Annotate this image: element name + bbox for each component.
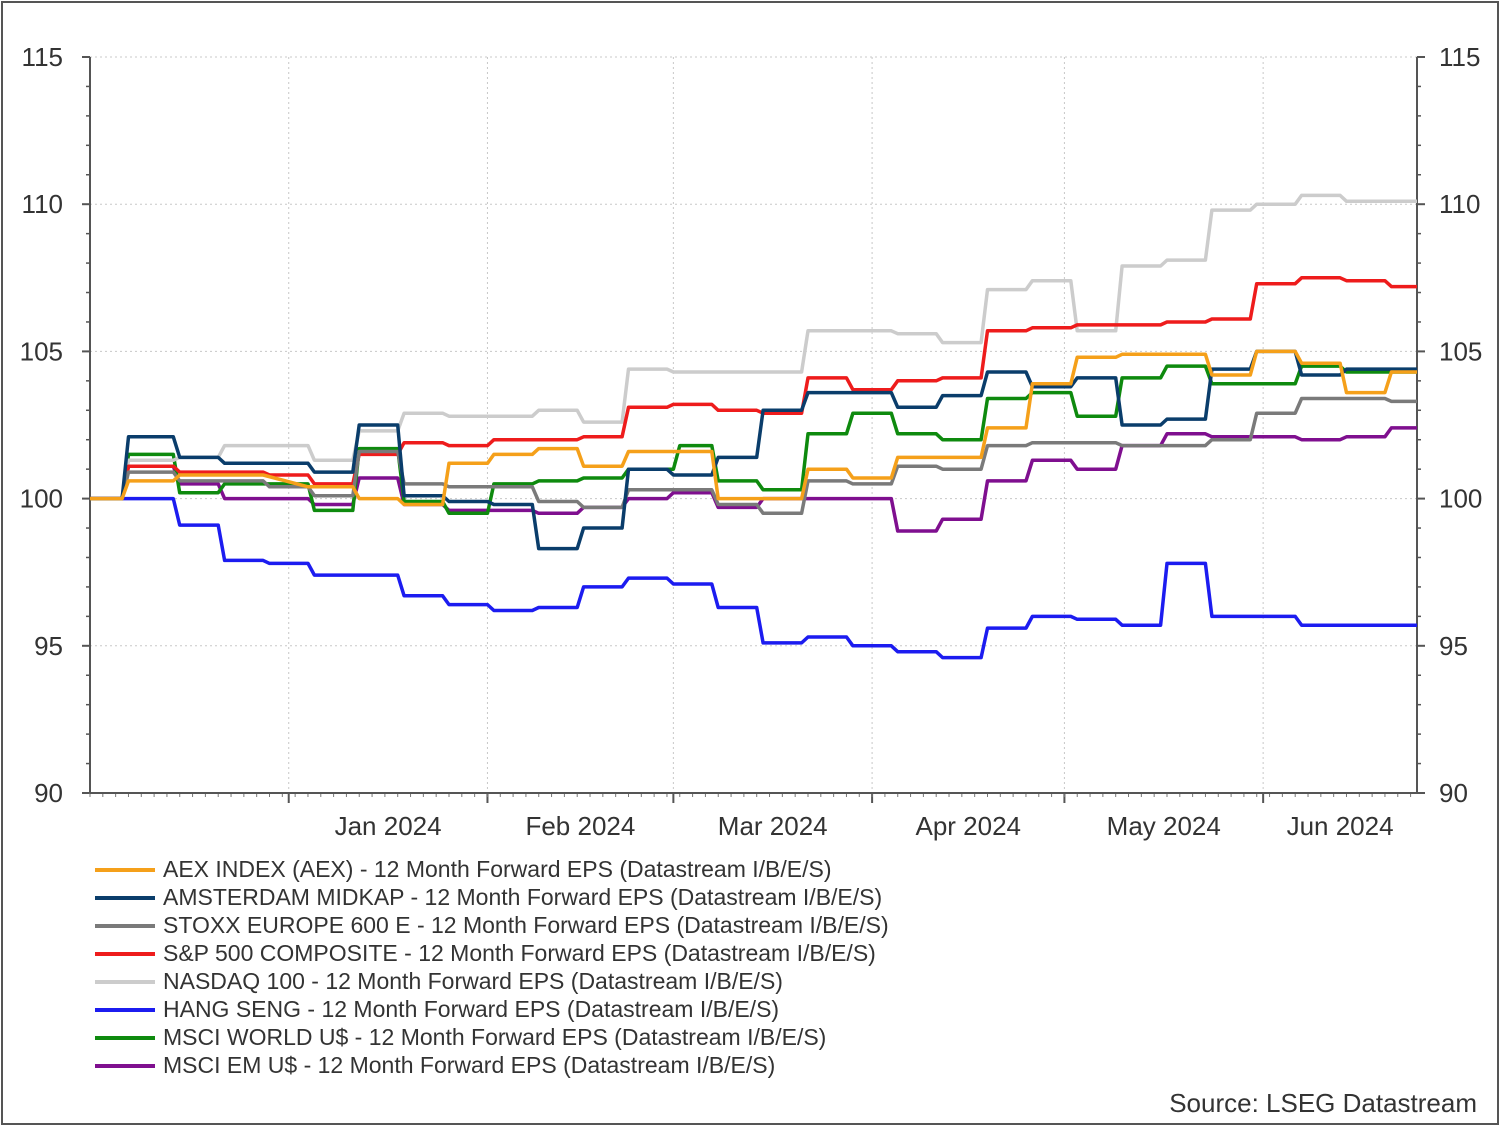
- x-tick-label: Apr 2024: [915, 811, 1021, 841]
- legend-swatch: [95, 924, 155, 928]
- series-line-3: [90, 396, 1417, 516]
- y-tick-label-left: 95: [34, 631, 63, 661]
- y-tick-label-right: 100: [1439, 484, 1482, 514]
- y-tick-label-right: 115: [1439, 42, 1480, 72]
- x-tick-label: May 2024: [1107, 811, 1221, 841]
- y-tick-label-left: 115: [22, 42, 63, 72]
- legend-label: MSCI WORLD U$ - 12 Month Forward EPS (Da…: [163, 1024, 827, 1050]
- x-tick-label: Feb 2024: [525, 811, 635, 841]
- y-tick-label-left: 90: [34, 778, 63, 808]
- y-tick-label-right: 95: [1439, 631, 1468, 661]
- y-tick-label-left: 100: [20, 484, 63, 514]
- y-tick-label-right: 105: [1439, 336, 1482, 366]
- series-line-7: [90, 364, 1417, 516]
- x-tick-label: Jan 2024: [335, 811, 442, 841]
- legend-swatch: [95, 952, 155, 956]
- y-tick-label-left: 105: [20, 336, 63, 366]
- series-line-1: [90, 349, 1417, 507]
- legend-swatch: [95, 1008, 155, 1012]
- series-line-6: [90, 496, 1417, 660]
- legend-label: AEX INDEX (AEX) - 12 Month Forward EPS (…: [163, 856, 832, 882]
- y-tick-label-right: 110: [1439, 189, 1480, 219]
- x-tick-label: Jun 2024: [1287, 811, 1394, 841]
- series-line-2: [90, 349, 1417, 551]
- legend-label: STOXX EUROPE 600 E - 12 Month Forward EP…: [163, 912, 889, 938]
- legend-swatch: [95, 980, 155, 984]
- y-tick-label-left: 110: [22, 189, 63, 219]
- legend-swatch: [95, 868, 155, 872]
- legend-swatch: [95, 896, 155, 900]
- legend-label: S&P 500 COMPOSITE - 12 Month Forward EPS…: [163, 940, 876, 966]
- chart-svg: 90 90 95 95 100 100 105 105 110 110 115 115 Jan 2024…: [20, 42, 1483, 841]
- legend-swatch: [95, 1036, 155, 1040]
- x-tick-label: Mar 2024: [718, 811, 828, 841]
- legend-label: MSCI EM U$ - 12 Month Forward EPS (Datas…: [163, 1052, 776, 1078]
- legend-swatch: [95, 1064, 155, 1068]
- legend-label: AMSTERDAM MIDKAP - 12 Month Forward EPS …: [163, 884, 883, 910]
- series-line-8: [90, 426, 1417, 533]
- legend-label: NASDAQ 100 - 12 Month Forward EPS (Datas…: [163, 968, 783, 994]
- series-line-4: [90, 276, 1417, 501]
- source-note: Source: LSEG Datastream: [1169, 1088, 1477, 1118]
- series-line-5: [90, 193, 1417, 501]
- legend-label: HANG SENG - 12 Month Forward EPS (Datast…: [163, 996, 780, 1022]
- y-tick-label-right: 90: [1439, 778, 1468, 808]
